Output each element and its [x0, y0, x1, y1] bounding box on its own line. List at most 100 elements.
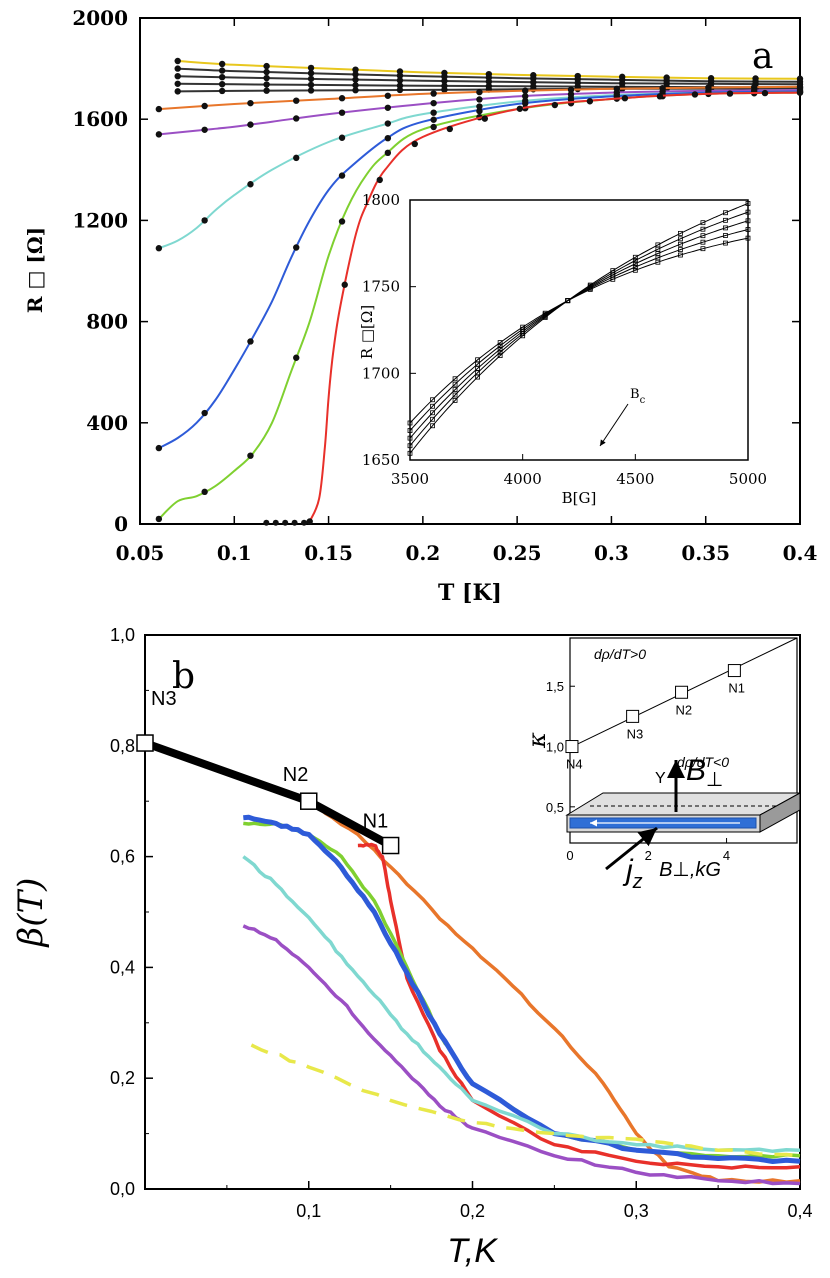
- b-inset-point-label: N4: [566, 757, 583, 772]
- b-inset-ytick-label: 1,5: [546, 679, 564, 694]
- a-data-point: [352, 87, 359, 94]
- a-data-point: [293, 154, 300, 162]
- a-data-point: [218, 67, 226, 74]
- panel-a-ylabel: R □ [Ω]: [23, 227, 47, 313]
- a-series-line: [308, 91, 801, 522]
- current-pointer-arrow: [605, 826, 658, 871]
- schematic-field-label: B⊥: [686, 754, 723, 791]
- b-n-marker: [300, 792, 318, 810]
- a-inset-marker: [723, 233, 728, 238]
- b-series-line: [307, 799, 801, 1184]
- slab-side: [759, 792, 801, 833]
- a-xtick-label: 0.35: [681, 541, 730, 565]
- a-series-line: [177, 67, 801, 83]
- a-ytick-label: 0: [114, 512, 128, 536]
- a-inset-marker: [745, 209, 751, 215]
- panel-a-xlabel: T [K]: [438, 580, 502, 606]
- a-data-point: [384, 120, 392, 127]
- a-data-point: [352, 66, 359, 73]
- a-data-point: [338, 172, 346, 179]
- b-n-marker: [381, 836, 400, 855]
- a-xtick-label: 0.2: [405, 541, 440, 565]
- a-data-point: [307, 81, 315, 89]
- a-data-point: [411, 140, 418, 148]
- b-xtick-label: 0,4: [787, 1201, 812, 1221]
- panel-a-inset-annotation: Bc: [630, 387, 646, 406]
- a-xtick-label: 0.4: [783, 541, 818, 565]
- a-data-point: [621, 95, 629, 102]
- panel-b-inset-text-above: dρ/dT>0: [594, 646, 646, 662]
- a-data-point: [430, 90, 437, 97]
- a-data-point: [247, 338, 254, 345]
- a-inset-marker: [520, 333, 526, 339]
- current-sub: z: [632, 871, 643, 893]
- b-inset-marker: [727, 664, 741, 678]
- a-inset-marker: [407, 450, 413, 456]
- a-inset-marker: [700, 220, 706, 226]
- panel-b-ticks: 0,1 0,2 0,3 0,4 0,0 0,2 0,4 0,6 0,8 1,0: [110, 625, 813, 1221]
- a-ytick-label: 1600: [72, 107, 128, 131]
- a-data-point: [263, 87, 270, 94]
- a-series-line: [158, 89, 801, 136]
- a-inset-marker: [430, 416, 435, 422]
- a-data-point: [726, 90, 734, 97]
- a-inset-marker: [565, 298, 571, 304]
- a-data-point: [263, 519, 270, 526]
- a-data-point: [522, 100, 529, 107]
- a-inset-marker: [430, 410, 435, 416]
- panel-b-inset: 0 2 4 0,5 1,0 1,5 N4 N3 N2 N1 dρ/dT>0 dρ/dT<0 B⊥…: [523, 637, 798, 881]
- b-xtick-label: 0,3: [624, 1201, 649, 1221]
- a-data-point: [293, 97, 300, 104]
- a-inset-marker: [452, 381, 458, 387]
- b-inset-marker: [675, 685, 689, 699]
- a-inset-marker: [745, 235, 751, 241]
- b-n-label: N3: [151, 688, 177, 710]
- a-series-line: [177, 60, 801, 80]
- a-data-point: [293, 115, 300, 122]
- a-data-point: [174, 65, 181, 72]
- a-series-line: [158, 90, 801, 449]
- a-inset-marker: [700, 233, 706, 239]
- a-data-point: [263, 68, 270, 76]
- a-inset-ytick-label: 1800: [362, 191, 400, 209]
- a-inset-curve: [409, 203, 749, 454]
- b-xtick-label: 0,2: [460, 1201, 485, 1221]
- a-inset-marker: [632, 264, 638, 270]
- a-data-point: [376, 176, 383, 184]
- b-inset-ytick-label: 1,0: [546, 740, 564, 755]
- b-n-label: N2: [283, 764, 309, 786]
- a-inset-ytick-label: 1650: [362, 451, 400, 469]
- panel-b-inset-ticks: 0 2 4 0,5 1,0 1,5: [546, 679, 730, 863]
- a-inset-marker: [745, 201, 751, 206]
- a-data-point: [201, 217, 208, 224]
- a-inset-xtick-label: 4500: [616, 470, 654, 488]
- panel-a-inset-series: [407, 201, 751, 456]
- b-series-line: [243, 814, 801, 1164]
- b-inset-point-label: N3: [627, 726, 644, 741]
- a-data-point: [155, 131, 163, 138]
- a-inset-marker: [452, 392, 458, 398]
- a-data-point: [263, 62, 270, 70]
- a-inset-xtick-label: 4000: [504, 470, 542, 488]
- a-data-point: [656, 93, 664, 100]
- a-data-point: [307, 87, 315, 94]
- a-data-point: [522, 92, 529, 100]
- b-n-label: N1: [363, 811, 389, 833]
- a-inset-marker: [497, 340, 503, 346]
- a-data-point: [485, 78, 493, 85]
- b-inset-point-label: N1: [728, 681, 745, 696]
- panel-a-ticks: 0.05 0.1 0.15 0.2 0.25 0.3 0.35 0.4 0 400 800 1200 1…: [72, 6, 817, 565]
- a-xtick-label: 0.05: [116, 541, 165, 565]
- panel-b-inset-text-below: dρ/dT<0: [677, 754, 729, 770]
- b-series-line: [242, 924, 801, 1186]
- b-n-marker: [136, 734, 154, 752]
- a-inset-marker: [632, 261, 638, 267]
- panel-a-inset: 3500 4000 4500 5000 1650 1700 1750 1800 B[G] R …: [358, 191, 767, 507]
- a-data-point: [247, 121, 254, 128]
- a-inset-marker: [452, 376, 458, 382]
- a-data-point: [155, 515, 163, 523]
- a-data-point: [338, 109, 346, 116]
- a-data-point: [430, 116, 437, 123]
- a-xtick-label: 0.15: [304, 541, 353, 565]
